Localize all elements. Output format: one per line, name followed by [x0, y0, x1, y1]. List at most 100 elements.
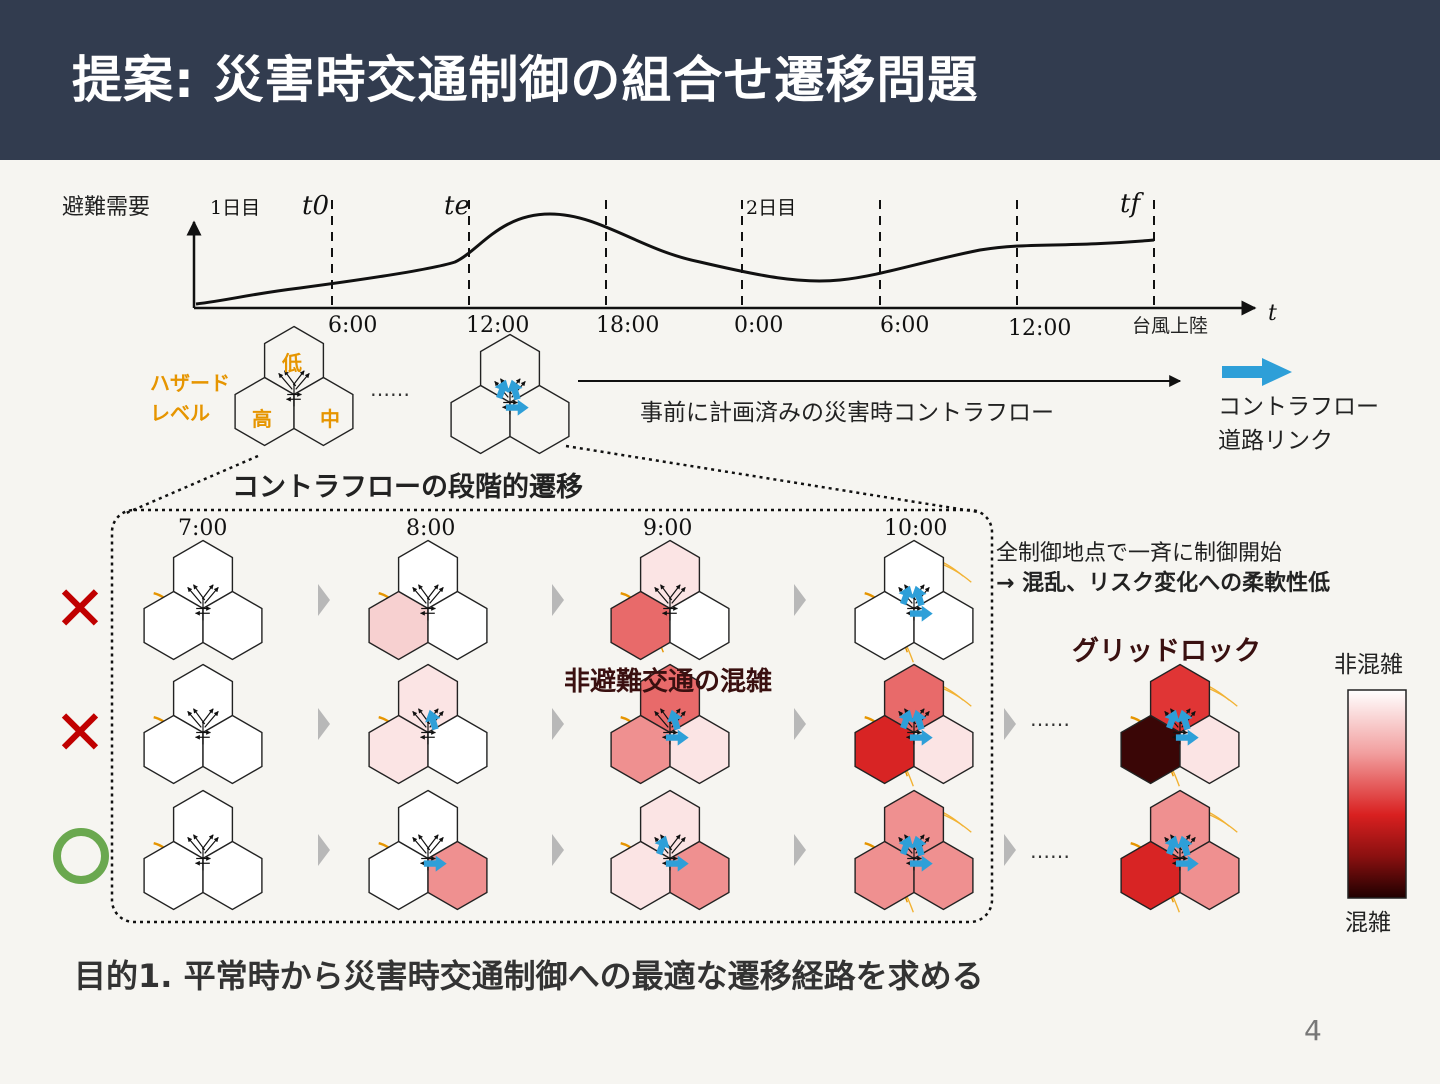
road-link-arrow [426, 834, 439, 850]
road-link-arrow [204, 711, 219, 728]
row-2-ellipsis: …… [1030, 707, 1070, 731]
cluster-r3-c3 [610, 789, 730, 911]
contraflow-arrow [507, 379, 523, 401]
landfall-label: 台風上陸 [1132, 315, 1208, 337]
road-link-arrow [412, 711, 427, 728]
stage-time-9: 9:00 [643, 516, 692, 541]
cluster-r2-c1 [143, 663, 263, 785]
road-link-arrow [187, 837, 202, 854]
day1-label: 1日目 [210, 197, 260, 219]
road-network [654, 584, 686, 621]
road-link-arrow [187, 587, 202, 604]
step-chevron-icon [318, 584, 330, 616]
simultaneous-line2: → 混乱、リスク変化への柔軟性低 [996, 570, 1330, 596]
step-chevron-icon [1004, 708, 1016, 740]
objective: 目的1. 平常時から災害時交通制御への最適な遷移経路を求める [74, 957, 984, 995]
cluster-r3-c5 [1120, 789, 1240, 913]
contraflow-arrow [911, 835, 927, 857]
road-link-arrow [654, 587, 669, 604]
non-evac-congestion: 非避難交通の混雑 [564, 666, 772, 697]
colorbar [1347, 689, 1407, 899]
row-1-mark: ✕ [54, 572, 106, 645]
legend-flow-arrow-icon [1222, 358, 1292, 386]
row-3-ellipsis: …… [1030, 839, 1070, 863]
road-link-arrow [426, 584, 439, 600]
cluster-r3-c1 [143, 789, 263, 911]
contraflow-arrow [654, 835, 670, 856]
road-network [187, 584, 219, 621]
road-network [412, 834, 444, 871]
step-chevron-icon [552, 834, 564, 866]
cluster-r1-c4 [854, 539, 974, 663]
contraflow-arrow [1177, 709, 1193, 731]
tick-0-00: 0:00 [734, 313, 783, 338]
road-link-arrow [201, 834, 214, 850]
road-link-arrow [654, 711, 669, 728]
marker-tf: tf [1120, 189, 1144, 219]
tick-12-00-b: 12:00 [1008, 316, 1071, 341]
contraflow-arrow [667, 709, 683, 731]
cluster-r3-c2 [368, 789, 488, 911]
contraflow-arrow [665, 729, 689, 746]
road-link-arrow [412, 587, 427, 604]
contraflow-arrow [909, 729, 933, 746]
planned-flow-label: 事前に計画済みの災害時コントラフロー [640, 400, 1054, 426]
marker-te-text: te [444, 191, 470, 221]
road-link-arrow [671, 837, 686, 854]
timeline-xlabel: t [1268, 301, 1277, 326]
colorbar-top-label: 非混雑 [1334, 652, 1403, 678]
road-link-arrow [295, 373, 310, 390]
contraflow-arrow [898, 709, 914, 730]
contraflow-arrow [909, 855, 933, 872]
planned-contraflow-cluster [450, 333, 570, 455]
timeline-ylabel: 避難需要 [62, 195, 150, 220]
step-chevron-icon [318, 708, 330, 740]
marker-t0-text: t0 [302, 191, 329, 221]
stage-time-labels: 7:00 8:00 9:00 10:00 [178, 516, 947, 541]
tick-6-00-a: 6:00 [328, 313, 377, 338]
step-chevron-icon [794, 584, 806, 616]
road-network [412, 584, 444, 621]
hazard-low: 低 [281, 351, 302, 375]
road-link-arrow [292, 370, 305, 386]
hazard-curve [940, 562, 972, 583]
cluster-r1-c2 [368, 539, 488, 661]
step-chevrons [318, 584, 1016, 866]
zoom-guide-left [123, 454, 259, 516]
road-network [278, 370, 310, 407]
road-link-arrow [668, 834, 681, 850]
cluster-r2-c2 [368, 663, 488, 785]
cluster-r2-c5 [1120, 663, 1240, 787]
step-chevron-icon [552, 584, 564, 616]
row-3-mark-icon [53, 828, 109, 884]
road-link-arrow [429, 587, 444, 604]
hazard-curve [1206, 686, 1238, 707]
hazard-level-cluster [234, 325, 354, 447]
hex-clusters [143, 539, 1240, 913]
simultaneous-line1: 全制御地点で一斉に制御開始 [996, 541, 1282, 566]
zoom-guide-right [565, 444, 979, 514]
step-chevron-icon [552, 708, 564, 740]
slide-body: 避難需要 t 1日目 2日目 t0 te tf 6:00 12:00 18:00… [0, 160, 1440, 1080]
contraflow-arrow [494, 379, 510, 400]
tick-6-00-b: 6:00 [880, 313, 929, 338]
hazard-legend: ハザード レベル 低 高 中 …… [150, 325, 570, 455]
contraflow-arrow [911, 709, 927, 731]
colorbar-bottom-label: 混雑 [1345, 910, 1391, 936]
stage-time-7: 7:00 [178, 516, 227, 541]
contraflow-arrow [665, 855, 689, 872]
hazard-curve [940, 686, 972, 707]
contraflow-arrow [425, 709, 441, 731]
road-link-arrow [201, 584, 214, 600]
hazard-label-2: レベル [150, 401, 210, 425]
contraflow-arrow [1164, 835, 1180, 856]
marker-te: te [444, 191, 470, 221]
cluster-r2-c3 [610, 663, 730, 785]
road-link-arrow [204, 837, 219, 854]
cluster-r2-c4 [854, 663, 974, 787]
legend-flow-line2: 道路リンク [1218, 428, 1333, 454]
hazard-high: 高 [252, 407, 272, 431]
gridlock-label: グリッドロック [1072, 635, 1261, 667]
marker-tf-text: tf [1120, 189, 1144, 219]
page-number: 4 [1304, 1014, 1322, 1047]
